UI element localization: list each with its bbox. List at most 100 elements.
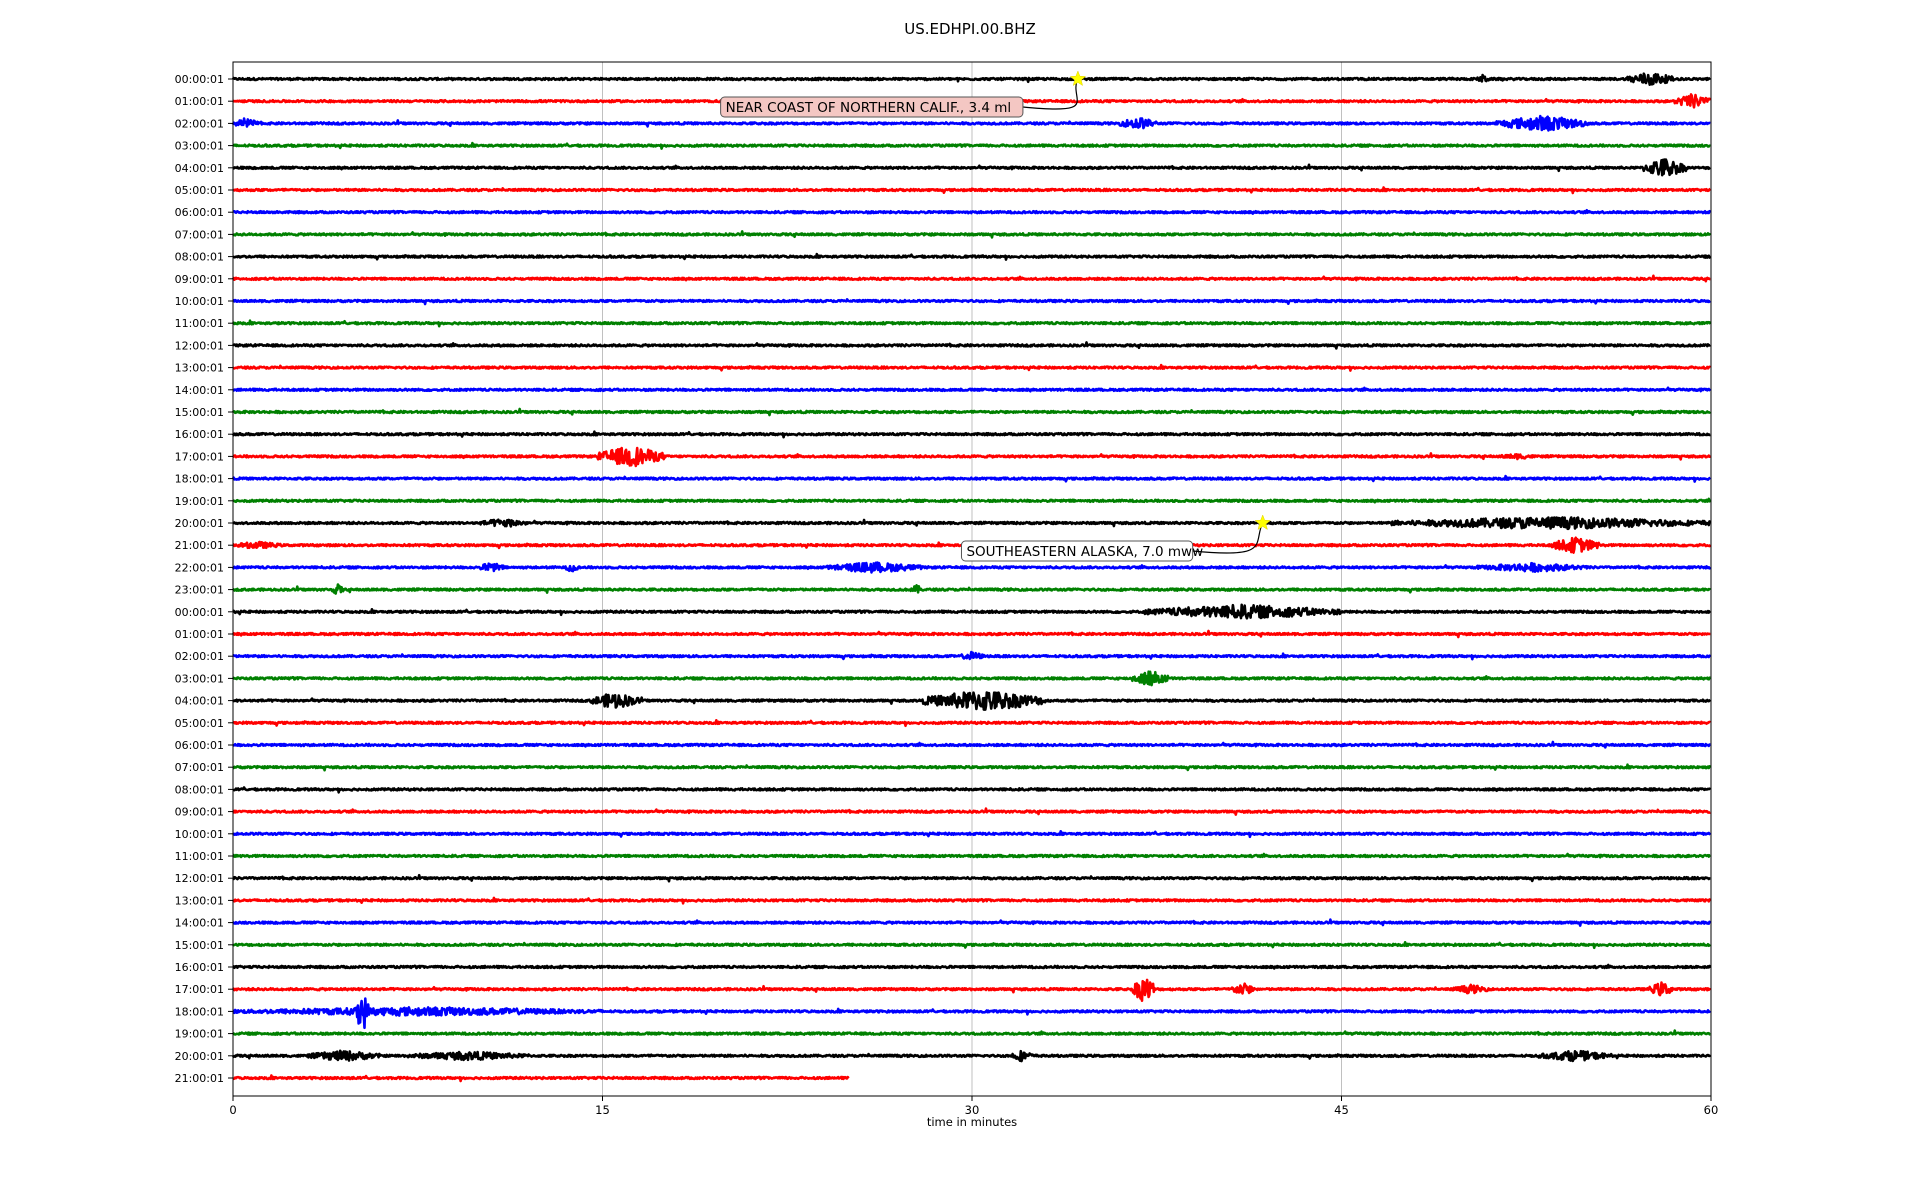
trace-row-38 [231,918,1712,927]
trace-row-4 [232,158,1711,177]
annotation-leader-line [1192,522,1264,554]
row-label: 02:00:01 [175,650,224,663]
row-label: 00:00:01 [175,606,224,619]
trace-row-9 [231,274,1711,283]
row-label: 15:00:01 [175,939,224,952]
trace-row-45 [232,1074,850,1083]
row-label: 21:00:01 [175,539,224,552]
trace-row-13 [232,363,1712,372]
trace-row-28 [231,691,1712,711]
trace-row-18 [231,474,1711,483]
annotation-box [720,96,1024,118]
row-label: 16:00:01 [175,428,224,441]
row-label: 15:00:01 [175,406,224,419]
row-label: 09:00:01 [175,273,224,286]
row-time-labels: 00:00:01 01:00:01 02:00:01 03:00:01 04:00:01… [175,73,233,1085]
event-annotations: NEAR COAST OF NORTHERN CALIF., 3.4 ml SOU… [720,70,1271,562]
trace-row-11 [232,319,1712,328]
row-label: 18:00:01 [175,1005,224,1018]
x-tick-label: 15 [595,1103,610,1117]
row-label: 00:00:01 [175,73,224,86]
row-label: 14:00:01 [175,384,224,397]
row-label: 11:00:01 [175,850,224,863]
trace-row-29 [232,719,1712,728]
row-label: 12:00:01 [175,872,224,885]
row-label: 11:00:01 [175,317,224,330]
row-label: 19:00:01 [175,1028,224,1041]
trace-row-3 [232,141,1711,150]
annotation-label: SOUTHEASTERN ALASKA, 7.0 mww [966,544,1203,560]
row-label: 02:00:01 [175,117,224,130]
trace-row-24 [232,603,1711,620]
row-label: 01:00:01 [175,628,224,641]
trace-row-42 [232,997,1712,1030]
trace-row-36 [232,873,1711,883]
trace-row-0 [231,72,1711,86]
row-label: 03:00:01 [175,672,224,685]
row-label: 09:00:01 [175,806,224,819]
trace-row-6 [232,208,1712,215]
chart-title: US.EDHPI.00.BHZ [904,20,1036,38]
row-label: 05:00:01 [175,717,224,730]
trace-row-8 [232,252,1712,261]
trace-row-34 [232,830,1712,839]
row-label: 06:00:01 [175,206,224,219]
row-label: 08:00:01 [175,783,224,796]
trace-row-31 [232,763,1712,772]
trace-row-17 [231,446,1711,468]
row-label: 06:00:01 [175,739,224,752]
row-label: 03:00:01 [175,140,224,153]
trace-row-22 [231,561,1712,574]
trace-row-16 [231,430,1711,439]
row-label: 21:00:01 [175,1072,224,1085]
trace-row-20 [231,516,1712,531]
row-label: 13:00:01 [175,894,224,907]
trace-row-26 [232,650,1712,661]
row-label: 10:00:01 [175,828,224,841]
trace-row-30 [232,740,1711,749]
row-label: 08:00:01 [175,251,224,264]
row-label: 12:00:01 [175,339,224,352]
row-label: 07:00:01 [175,228,224,241]
trace-row-35 [232,852,1711,859]
event-star-marker [1069,70,1087,87]
row-label: 19:00:01 [175,495,224,508]
row-label: 14:00:01 [175,917,224,930]
row-label: 07:00:01 [175,761,224,774]
row-label: 18:00:01 [175,473,224,486]
trace-row-32 [232,786,1712,794]
x-tick-label: 60 [1704,1103,1719,1117]
trace-row-23 [232,583,1712,595]
trace-row-14 [232,386,1712,393]
row-label: 04:00:01 [175,695,224,708]
x-tick-label: 45 [1334,1103,1349,1117]
trace-row-19 [232,497,1712,504]
row-label: 22:00:01 [175,561,224,574]
row-label: 01:00:01 [175,95,224,108]
trace-row-7 [232,230,1712,239]
trace-row-25 [231,629,1711,639]
trace-row-40 [232,963,1712,970]
row-label: 16:00:01 [175,961,224,974]
row-label: 17:00:01 [175,450,224,463]
row-label: 13:00:01 [175,362,224,375]
x-axis-ticks: 0 15 30 45 60 [229,1096,1718,1117]
trace-row-15 [231,407,1712,417]
row-label: 20:00:01 [175,517,224,530]
annotation-box [960,540,1194,562]
annotation-leader-line [1022,78,1079,110]
trace-row-43 [231,1029,1711,1037]
row-label: 23:00:01 [175,584,224,597]
x-axis-label: time in minutes [927,1115,1017,1129]
trace-row-5 [232,186,1711,195]
row-label: 05:00:01 [175,184,224,197]
trace-row-27 [231,670,1711,687]
trace-row-44 [231,1049,1712,1063]
row-label: 20:00:01 [175,1050,224,1063]
x-tick-label: 0 [229,1103,236,1117]
row-label: 17:00:01 [175,983,224,996]
x-tick-label: 30 [965,1103,980,1117]
trace-row-37 [231,896,1712,905]
trace-row-41 [232,978,1712,1002]
